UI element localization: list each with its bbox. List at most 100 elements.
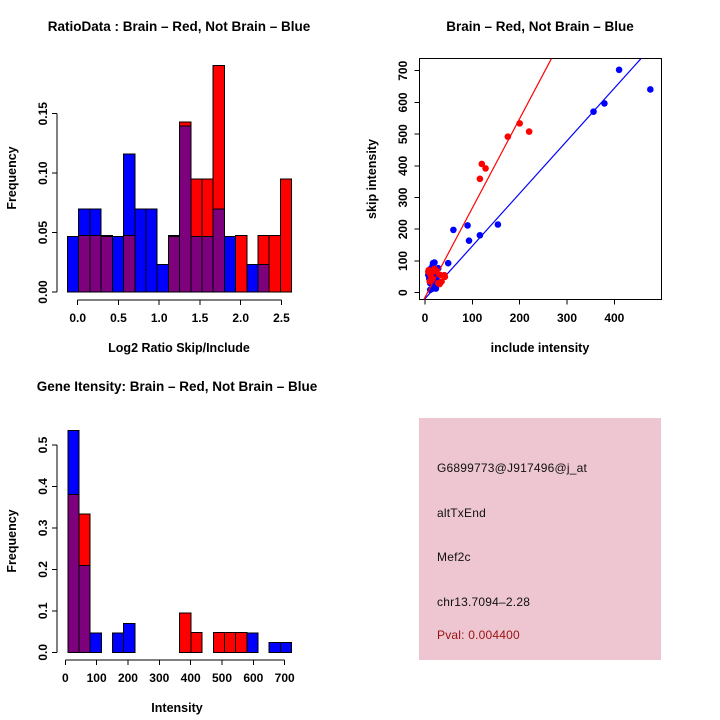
y-tick-label: 0.4 (36, 478, 50, 495)
histogram-bar (156, 263, 169, 293)
x-tick-label: 100 (462, 311, 482, 325)
x-tick-label: 2.5 (273, 311, 290, 325)
histogram-bar (89, 632, 102, 653)
scatter-point-red (478, 160, 486, 168)
scatter-point-blue (432, 285, 440, 292)
histogram-bar (235, 234, 248, 293)
x-tick-label: 500 (212, 671, 232, 685)
histogram-bar (235, 632, 248, 653)
chart-title: Brain – Red, Not Brain – Blue (446, 19, 634, 34)
histogram-bar (190, 632, 203, 653)
scatter-point-red (516, 120, 523, 127)
scatter-point-blue (464, 222, 471, 229)
histogram-bar (78, 208, 91, 236)
x-tick-label: 700 (275, 671, 295, 685)
scatter-point-blue (494, 221, 502, 228)
y-tick-label: 0.0 (36, 644, 50, 661)
y-tick-label: 0.2 (36, 561, 50, 578)
histogram-bar-overlap (190, 236, 203, 293)
y-tick-label: 700 (396, 60, 410, 80)
scatter-point-red (525, 128, 533, 135)
y-tick-label: 0.05 (36, 221, 50, 245)
y-axis-label: Frequency (5, 509, 19, 572)
histogram-bar (223, 632, 237, 653)
histogram-bar (190, 178, 203, 238)
scatter-point-red (436, 280, 443, 288)
chart-title: RatioData : Brain – Red, Not Brain – Blu… (48, 19, 311, 34)
fit-line-blue (423, 58, 642, 300)
event-type-text: altTxEnd (437, 506, 486, 520)
scatter-point-blue (450, 226, 457, 234)
histogram-bar (223, 236, 237, 293)
histogram-bar (123, 622, 136, 653)
x-tick-label: 600 (243, 671, 263, 685)
x-tick-label: 0 (62, 671, 69, 685)
histogram-bar (212, 65, 225, 210)
y-tick-label: 0.15 (36, 102, 50, 126)
x-tick-label: 400 (604, 311, 624, 325)
scatter-point-red (476, 175, 484, 183)
histogram-bar (123, 153, 136, 236)
scatter-point-blue (615, 66, 623, 74)
y-tick-label: 0.1 (36, 602, 50, 619)
histogram-bar (67, 236, 80, 293)
y-tick-label: 0.10 (36, 161, 50, 185)
histogram-bar-overlap (201, 236, 214, 293)
scatter-point-blue (465, 237, 473, 244)
x-axis-label: Intensity (151, 701, 202, 715)
histogram-bar (111, 236, 125, 293)
histogram-bar (257, 234, 270, 265)
x-tick-label: 400 (181, 671, 201, 685)
probe-id-text: G6899773@J917496@j_at (437, 461, 588, 475)
fit-line-red (423, 58, 552, 300)
gene-info-panel: G6899773@J917496@j_at altTxEnd Mef2c chr… (419, 418, 661, 660)
histogram-bar (112, 632, 125, 653)
y-tick-label: 400 (396, 156, 410, 176)
y-tick-label: 0.3 (36, 519, 50, 536)
histogram-bar (179, 121, 192, 127)
scatter-point-blue (601, 100, 608, 107)
histogram-bar-overlap (89, 234, 102, 293)
histogram-bar (268, 234, 281, 293)
histogram-bar (201, 178, 214, 238)
x-tick-label: 1.0 (151, 311, 168, 325)
histogram-bar (246, 632, 259, 653)
scatter-point-red (433, 267, 440, 275)
scatter-point-blue (590, 108, 597, 115)
histogram-bar (145, 208, 158, 293)
y-tick-label: 0 (396, 289, 410, 296)
y-tick-label: 500 (396, 124, 410, 144)
y-tick-label: 200 (396, 219, 410, 239)
histogram-bar-overlap (179, 125, 192, 293)
y-tick-label: 0.00 (36, 280, 50, 304)
y-tick-label: 100 (396, 251, 410, 271)
histogram-bar (179, 612, 192, 653)
plot-box (418, 58, 663, 300)
x-tick-label: 2.0 (232, 311, 249, 325)
x-tick-label: 0 (422, 311, 429, 325)
y-axis-label: Frequency (5, 146, 19, 209)
histogram-bar-overlap (212, 208, 225, 293)
histogram-bar-overlap (78, 565, 91, 653)
histogram-bar-overlap (67, 493, 80, 653)
histogram-bar (78, 513, 91, 567)
intensity-scatter-panel: Brain – Red, Not Brain – Blue 0 100 200 300 4… (365, 19, 663, 355)
histogram-bar (100, 234, 113, 238)
x-tick-label: 200 (118, 671, 138, 685)
histogram-bar-overlap (78, 234, 91, 293)
histogram-bar (89, 208, 102, 236)
scatter-point-red (482, 165, 489, 172)
scatter-point-red (424, 268, 432, 276)
histogram-bar (246, 263, 259, 293)
x-tick-label: 0.5 (110, 311, 127, 325)
x-tick-label: 100 (87, 671, 107, 685)
gene-intensity-histogram-panel: Gene Itensity: Brain – Red, Not Brain – … (5, 379, 318, 715)
gene-name-text: Mef2c (437, 550, 471, 564)
scatter-point-blue (444, 259, 452, 267)
histogram-bar (212, 632, 225, 653)
genome-location-text: chr13.7094–2.28 (437, 595, 531, 609)
histogram-bar (67, 430, 80, 495)
x-tick-label: 0.0 (69, 311, 86, 325)
histogram-bar (268, 642, 281, 653)
